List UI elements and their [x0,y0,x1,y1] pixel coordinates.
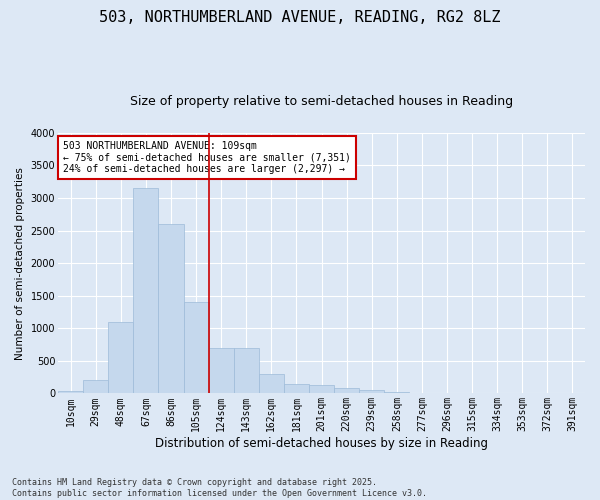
Bar [259,374,284,394]
Bar [284,384,309,394]
Bar [58,392,83,394]
Bar [108,322,133,394]
Bar [334,388,359,394]
Bar [384,392,409,394]
Bar [83,380,108,394]
Bar [158,224,184,394]
Text: 503 NORTHUMBERLAND AVENUE: 109sqm
← 75% of semi-detached houses are smaller (7,3: 503 NORTHUMBERLAND AVENUE: 109sqm ← 75% … [64,140,351,174]
Bar [309,385,334,394]
Bar [209,348,234,394]
Text: 503, NORTHUMBERLAND AVENUE, READING, RG2 8LZ: 503, NORTHUMBERLAND AVENUE, READING, RG2… [99,10,501,25]
Title: Size of property relative to semi-detached houses in Reading: Size of property relative to semi-detach… [130,95,513,108]
Bar [133,188,158,394]
Bar [234,348,259,394]
X-axis label: Distribution of semi-detached houses by size in Reading: Distribution of semi-detached houses by … [155,437,488,450]
Bar [359,390,384,394]
Bar [184,302,209,394]
Text: Contains HM Land Registry data © Crown copyright and database right 2025.
Contai: Contains HM Land Registry data © Crown c… [12,478,427,498]
Y-axis label: Number of semi-detached properties: Number of semi-detached properties [15,166,25,360]
